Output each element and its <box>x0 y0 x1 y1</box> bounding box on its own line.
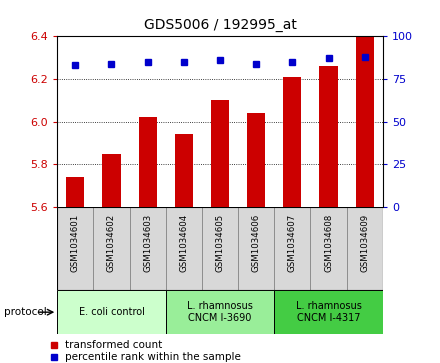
Bar <box>238 207 274 290</box>
Bar <box>166 290 274 334</box>
Title: GDS5006 / 192995_at: GDS5006 / 192995_at <box>143 19 297 33</box>
Bar <box>166 207 202 290</box>
Text: percentile rank within the sample: percentile rank within the sample <box>65 352 241 362</box>
Text: GSM1034603: GSM1034603 <box>143 213 152 272</box>
Bar <box>211 100 229 207</box>
Bar <box>347 207 383 290</box>
Bar <box>57 290 166 334</box>
Bar <box>247 113 265 207</box>
Text: E. coli control: E. coli control <box>78 307 144 317</box>
Bar <box>66 177 84 207</box>
Bar <box>274 207 311 290</box>
Bar <box>139 117 157 207</box>
Bar <box>103 154 121 207</box>
Text: GSM1034607: GSM1034607 <box>288 213 297 272</box>
Bar <box>274 290 383 334</box>
Bar <box>202 207 238 290</box>
Text: GSM1034608: GSM1034608 <box>324 213 333 272</box>
Text: GSM1034601: GSM1034601 <box>71 213 80 272</box>
Text: GSM1034606: GSM1034606 <box>252 213 260 272</box>
Bar <box>283 77 301 207</box>
Bar <box>93 207 129 290</box>
Text: L. rhamnosus
CNCM I-4317: L. rhamnosus CNCM I-4317 <box>296 301 362 323</box>
Text: protocol: protocol <box>4 307 47 317</box>
Bar <box>57 207 93 290</box>
Text: L. rhamnosus
CNCM I-3690: L. rhamnosus CNCM I-3690 <box>187 301 253 323</box>
Bar <box>129 207 166 290</box>
Bar <box>319 66 337 207</box>
Text: GSM1034602: GSM1034602 <box>107 213 116 272</box>
Bar <box>356 36 374 207</box>
Text: GSM1034609: GSM1034609 <box>360 213 369 272</box>
Text: transformed count: transformed count <box>65 340 162 350</box>
Text: GSM1034604: GSM1034604 <box>180 213 188 272</box>
Bar <box>311 207 347 290</box>
Text: GSM1034605: GSM1034605 <box>216 213 224 272</box>
Bar <box>175 134 193 207</box>
